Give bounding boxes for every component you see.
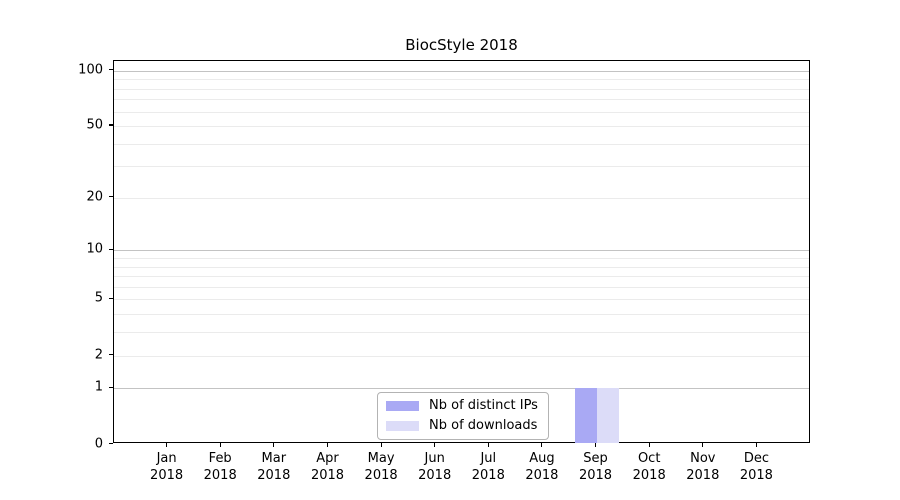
y-tick-2 xyxy=(109,353,113,356)
y-tick-20 xyxy=(109,196,113,198)
gridline-minor-8 xyxy=(114,266,809,268)
x-tick-label-line: 2018 xyxy=(578,468,613,483)
gridline-minor-20 xyxy=(114,197,809,199)
gridline-minor-2 xyxy=(114,355,809,357)
bar-nb-of-distinct-ips-sep-2018 xyxy=(574,388,597,443)
x-tick-label-nov-2018: Nov 2018 xyxy=(666,450,740,484)
chart-title: BiocStyle 2018 xyxy=(405,36,518,54)
x-tick-mar-2018 xyxy=(273,443,275,448)
x-tick-label-line: 2018 xyxy=(203,468,237,483)
x-tick-nov-2018 xyxy=(702,443,704,448)
x-tick-oct-2018 xyxy=(648,443,650,448)
x-tick-label-dec-2018: Dec 2018 xyxy=(719,450,793,484)
x-tick-label-feb-2018: Feb 2018 xyxy=(183,450,257,484)
x-tick-dec-2018 xyxy=(755,443,757,448)
gridline-minor-90 xyxy=(114,79,809,81)
x-tick-label-line: Aug xyxy=(529,451,555,466)
x-tick-label-jun-2018: Jun 2018 xyxy=(398,450,472,484)
x-tick-jun-2018 xyxy=(434,443,436,448)
x-tick-jan-2018 xyxy=(166,443,168,448)
x-tick-aug-2018 xyxy=(541,443,543,448)
x-tick-label-line: 2018 xyxy=(739,468,773,483)
y-tick-label-20: 20 xyxy=(86,189,103,205)
x-tick-label-line: 2018 xyxy=(257,468,291,483)
x-tick-label-line: Mar xyxy=(261,451,287,466)
x-tick-label-apr-2018: Apr 2018 xyxy=(291,450,365,484)
gridline-minor-7 xyxy=(114,276,809,278)
y-tick-label-1: 1 xyxy=(94,379,103,395)
legend-item-distinct-ips: Nb of distinct IPs xyxy=(386,398,538,414)
legend-swatch-distinct-ips xyxy=(386,401,419,411)
x-tick-feb-2018 xyxy=(219,443,221,448)
legend: Nb of distinct IPs Nb of downloads xyxy=(377,392,549,440)
y-tick-label-100: 100 xyxy=(78,62,103,78)
x-tick-jul-2018 xyxy=(487,443,489,448)
gridline-minor-9 xyxy=(114,258,809,259)
legend-item-downloads: Nb of downloads xyxy=(386,418,538,434)
x-tick-label-line: Jul xyxy=(480,451,497,466)
gridline-minor-6 xyxy=(114,286,809,288)
x-tick-label-line: Feb xyxy=(208,451,232,466)
y-tick-label-5: 5 xyxy=(94,290,103,306)
y-tick-10 xyxy=(109,248,113,250)
x-tick-label-line: Jan xyxy=(156,451,177,466)
x-tick-label-line: 2018 xyxy=(364,468,398,483)
x-tick-label-line: Nov xyxy=(690,451,716,466)
x-tick-label-sep-2018: Sep 2018 xyxy=(559,450,633,484)
x-tick-label-line: 2018 xyxy=(686,468,720,483)
x-tick-label-line: Sep xyxy=(583,451,608,466)
gridline-minor-80 xyxy=(114,88,809,90)
gridline-major-1 xyxy=(114,388,809,390)
gridline-minor-5 xyxy=(114,299,809,301)
y-tick-1 xyxy=(109,386,113,388)
x-tick-apr-2018 xyxy=(326,443,329,448)
x-tick-label-line: Dec xyxy=(743,451,769,466)
gridline-minor-4 xyxy=(114,314,809,316)
y-tick-label-0: 0 xyxy=(94,436,103,451)
gridline-major-100 xyxy=(114,70,809,72)
gridline-minor-50 xyxy=(114,126,809,127)
gridline-minor-60 xyxy=(114,111,809,113)
x-tick-label-line: 2018 xyxy=(310,468,345,483)
y-tick-label-10: 10 xyxy=(86,241,103,257)
x-tick-label-line: Jun xyxy=(424,451,445,466)
legend-label-downloads: Nb of downloads xyxy=(429,418,538,433)
x-tick-label-jul-2018: Jul 2018 xyxy=(451,450,525,484)
bar-nb-of-downloads-sep-2018 xyxy=(596,388,619,443)
plot-area: Nb of distinct IPs Nb of downloads xyxy=(113,60,810,443)
x-tick-label-jan-2018: Jan 2018 xyxy=(130,450,204,484)
x-tick-label-line: 2018 xyxy=(418,468,452,483)
y-tick-100 xyxy=(109,69,113,71)
gridline-minor-3 xyxy=(114,332,809,334)
x-tick-label-oct-2018: Oct 2018 xyxy=(612,450,686,484)
x-tick-label-line: 2018 xyxy=(471,468,505,483)
y-tick-label-2: 2 xyxy=(94,347,103,362)
x-tick-sep-2018 xyxy=(594,443,597,448)
gridline-major-10 xyxy=(114,250,809,252)
gridline-minor-70 xyxy=(114,99,809,101)
x-tick-label-line: Oct xyxy=(637,451,661,466)
x-tick-label-line: Apr xyxy=(316,451,339,466)
x-tick-may-2018 xyxy=(380,443,382,448)
y-tick-50 xyxy=(109,124,113,126)
gridline-minor-30 xyxy=(114,166,809,168)
legend-swatch-downloads xyxy=(386,421,419,431)
y-tick-0 xyxy=(109,442,113,445)
y-tick-5 xyxy=(109,297,113,299)
x-tick-label-mar-2018: Mar 2018 xyxy=(237,450,311,484)
x-tick-label-line: May xyxy=(367,451,395,466)
x-tick-label-aug-2018: Aug 2018 xyxy=(505,450,579,484)
x-tick-label-line: 2018 xyxy=(150,468,184,483)
y-tick-label-50: 50 xyxy=(86,117,103,133)
x-tick-label-line: 2018 xyxy=(632,468,666,483)
legend-label-distinct-ips: Nb of distinct IPs xyxy=(429,398,538,413)
x-tick-label-line: 2018 xyxy=(525,468,559,483)
x-tick-label-may-2018: May 2018 xyxy=(344,450,418,484)
gridline-minor-40 xyxy=(114,143,809,145)
